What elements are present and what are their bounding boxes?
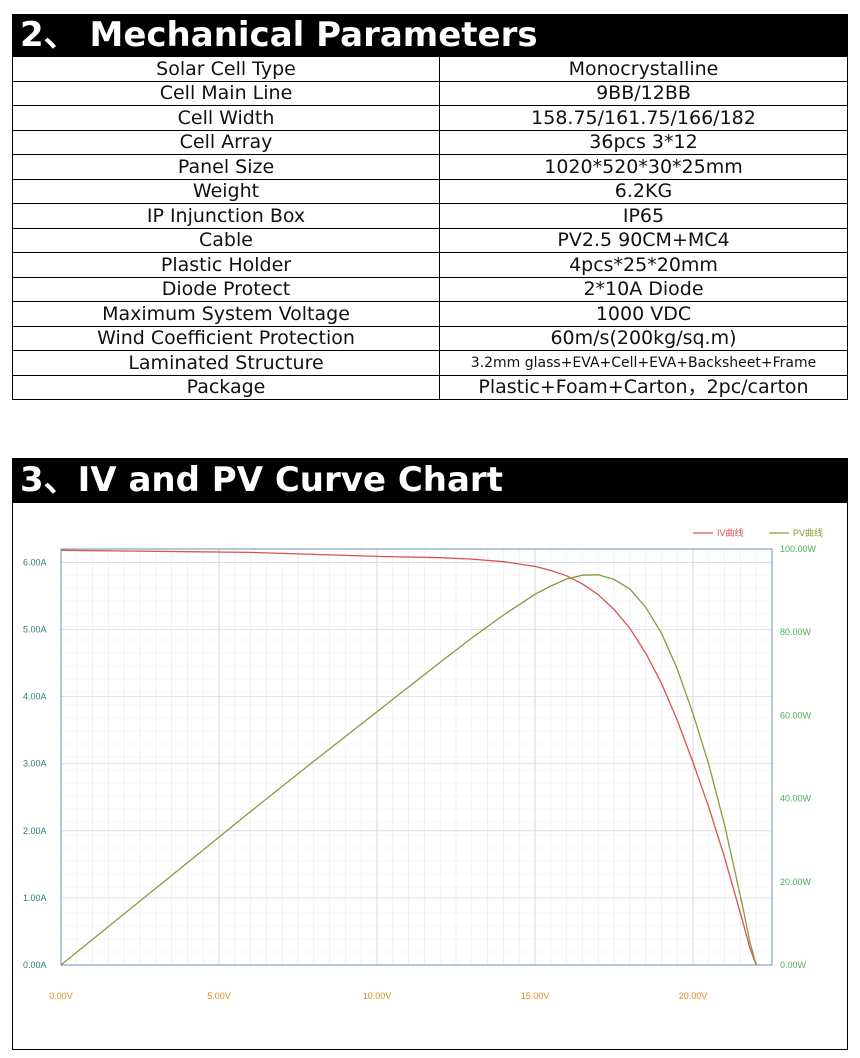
x-tick-label: 10.00V — [363, 991, 392, 1001]
param-value: 36pcs 3*12 — [439, 129, 848, 155]
x-tick-label: 20.00V — [679, 991, 708, 1001]
param-label: Weight — [12, 178, 440, 204]
y-tick-label: 3.00A — [23, 759, 47, 769]
table-row: Weight 6.2KG — [12, 178, 848, 204]
param-label: Maximum System Voltage — [12, 301, 440, 327]
table-row: Maximum System Voltage 1000 VDC — [12, 301, 848, 327]
chart-canvas: 0.00V 5.00V 10.00V 15.00V 20.00V 0.00A 1.00A 2… — [23, 527, 823, 1001]
param-label: Laminated Structure — [12, 350, 440, 376]
param-label: Plastic Holder — [12, 252, 440, 278]
table-row: Cell Main Line 9BB/12BB — [12, 80, 848, 106]
y2-tick-label: 0.00W — [780, 960, 807, 970]
chart-legend: IV曲线 PV曲线 — [693, 527, 823, 538]
y-tick-label: 4.00A — [23, 692, 47, 702]
iv-pv-chart-heading: 3、IV and PV Curve Chart — [12, 458, 848, 502]
y2-axis-ticks: 0.00W 20.00W 40.00W 60.00W 80.00W 100.00W — [780, 544, 817, 970]
param-value: 2*10A Diode — [439, 276, 848, 302]
y2-tick-label: 20.00W — [780, 877, 812, 887]
plot-area — [60, 548, 773, 966]
param-value: Plastic+Foam+Carton，2pc/carton — [439, 374, 848, 400]
table-row: Diode Protect 2*10A Diode — [12, 276, 848, 302]
param-value: PV2.5 90CM+MC4 — [439, 227, 848, 253]
table-row: Solar Cell Type Monocrystalline — [12, 56, 848, 82]
param-value: IP65 — [439, 203, 848, 229]
param-label: Cell Width — [12, 105, 440, 131]
param-value: 6.2KG — [439, 178, 848, 204]
param-label: Solar Cell Type — [12, 56, 440, 82]
param-value: 4pcs*25*20mm — [439, 252, 848, 278]
param-label: Cable — [12, 227, 440, 253]
param-label: Panel Size — [12, 154, 440, 180]
x-axis-ticks: 0.00V 5.00V 10.00V 15.00V 20.00V — [49, 991, 707, 1001]
table-row: Laminated Structure 3.2mm glass+EVA+Cell+… — [12, 350, 848, 376]
table-row: Cell Width 158.75/161.75/166/182 — [12, 105, 848, 131]
param-label: Cell Array — [12, 129, 440, 155]
table-row: Panel Size 1020*520*30*25mm — [12, 154, 848, 180]
table-row: IP Injunction Box IP65 — [12, 203, 848, 229]
y-tick-label: 2.00A — [23, 826, 47, 836]
y2-tick-label: 80.00W — [780, 627, 812, 637]
pv-curve-line — [60, 574, 757, 966]
param-value: 60m/s(200kg/sq.m) — [439, 325, 848, 351]
param-value: 9BB/12BB — [439, 80, 848, 106]
iv-pv-chart: 0.00V 5.00V 10.00V 15.00V 20.00V 0.00A 1.00A 2… — [12, 502, 848, 1050]
mechanical-parameters-heading: 2、 Mechanical Parameters — [12, 14, 848, 56]
y-tick-label: 6.00A — [23, 557, 47, 567]
chart-series — [60, 549, 757, 966]
table-row: Wind Coefficient Protection 60m/s(200kg/s… — [12, 325, 848, 351]
y-tick-label: 5.00A — [23, 625, 47, 635]
y2-tick-label: 60.00W — [780, 710, 812, 720]
table-row: Package Plastic+Foam+Carton，2pc/carton — [12, 374, 848, 400]
table-row: Plastic Holder 4pcs*25*20mm — [12, 252, 848, 278]
mechanical-parameters-table: Solar Cell Type Monocrystalline Cell Main… — [12, 56, 848, 400]
param-label: Cell Main Line — [12, 80, 440, 106]
param-value: 1000 VDC — [439, 301, 848, 327]
legend-label: PV曲线 — [793, 527, 823, 538]
y-tick-label: 1.00A — [23, 893, 47, 903]
param-label: Package — [12, 374, 440, 400]
param-label: Wind Coefficient Protection — [12, 325, 440, 351]
y-tick-label: 0.00A — [23, 960, 47, 970]
param-value: 158.75/161.75/166/182 — [439, 105, 848, 131]
param-label: Diode Protect — [12, 276, 440, 302]
y2-tick-label: 100.00W — [780, 544, 817, 554]
param-value: Monocrystalline — [439, 56, 848, 82]
y2-tick-label: 40.00W — [780, 794, 812, 804]
x-tick-label: 5.00V — [207, 991, 231, 1001]
param-value: 1020*520*30*25mm — [439, 154, 848, 180]
x-tick-label: 0.00V — [49, 991, 73, 1001]
y-axis-ticks: 0.00A 1.00A 2.00A 3.00A 4.00A 5.00A 6.00A — [23, 557, 47, 970]
legend-label: IV曲线 — [717, 527, 744, 538]
table-row: Cell Array 36pcs 3*12 — [12, 129, 848, 155]
param-label: IP Injunction Box — [12, 203, 440, 229]
chart-grid — [61, 549, 772, 965]
iv-curve-line — [60, 549, 757, 966]
table-row: Cable PV2.5 90CM+MC4 — [12, 227, 848, 253]
x-tick-label: 15.00V — [521, 991, 550, 1001]
param-value: 3.2mm glass+EVA+Cell+EVA+Backsheet+Frame — [439, 350, 848, 376]
